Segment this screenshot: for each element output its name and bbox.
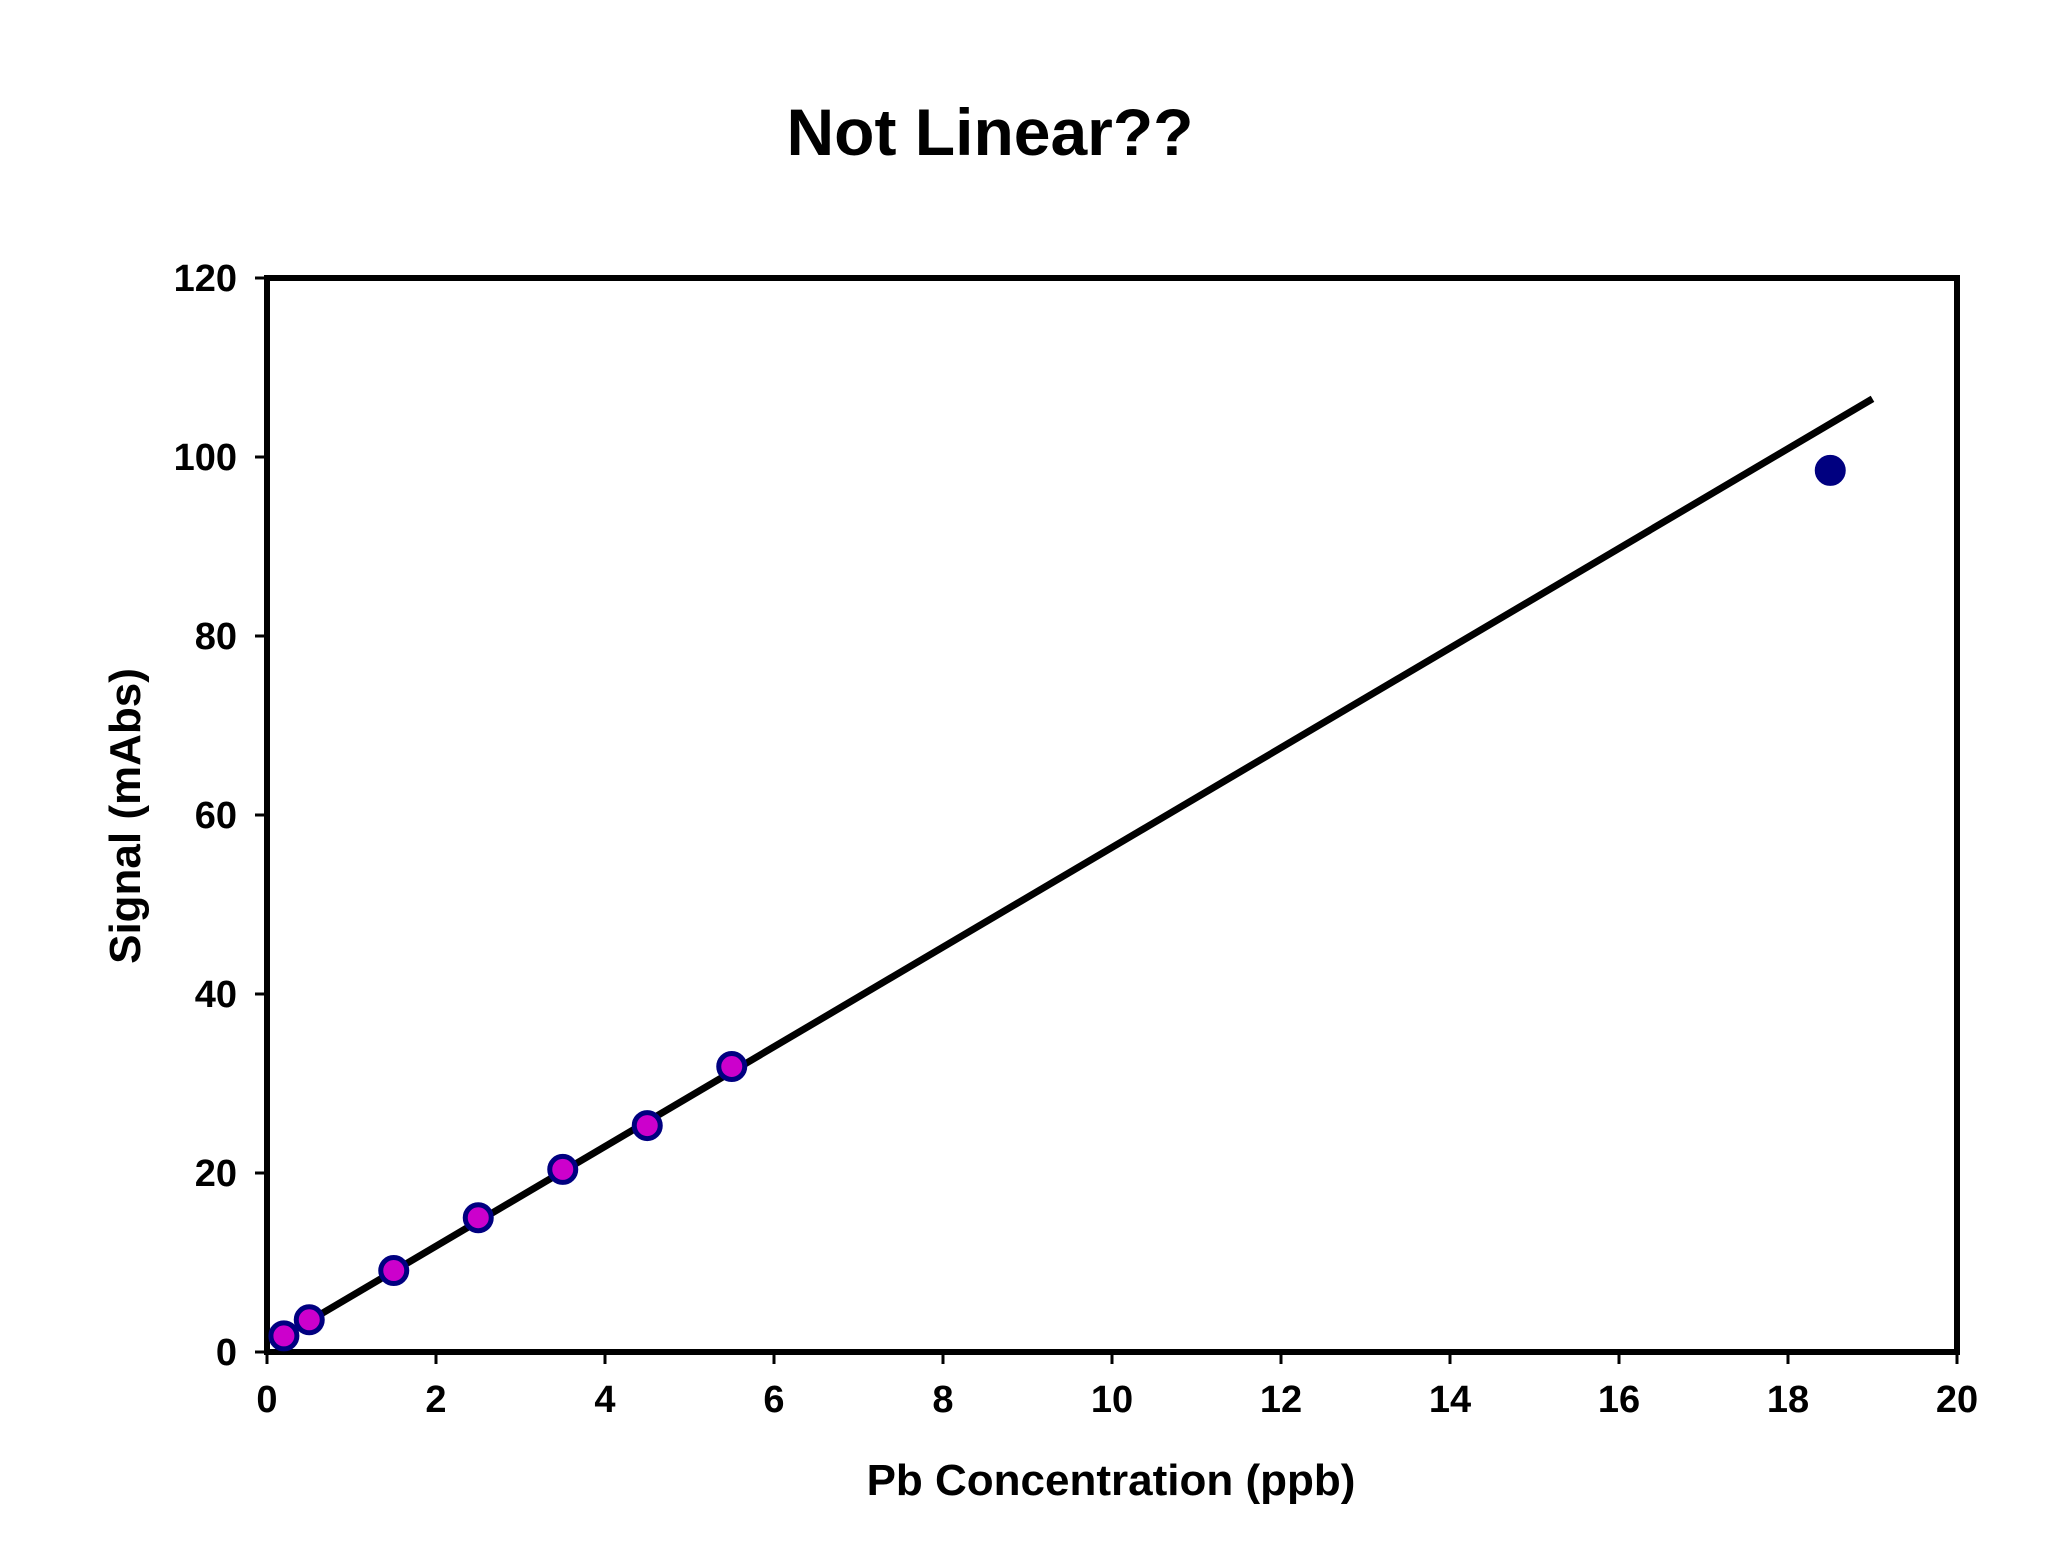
x-tick-label: 10 xyxy=(1091,1379,1133,1421)
x-tick-label: 14 xyxy=(1429,1379,1471,1421)
x-tick-label: 12 xyxy=(1260,1379,1302,1421)
x-tick-label: 4 xyxy=(594,1379,615,1421)
trendline xyxy=(282,395,1875,1339)
data-point xyxy=(547,1153,579,1185)
data-point xyxy=(268,1320,300,1352)
x-tick-label: 18 xyxy=(1767,1379,1809,1421)
data-point xyxy=(631,1110,663,1142)
y-tick-label: 120 xyxy=(174,258,237,300)
data-point xyxy=(293,1304,325,1336)
y-tick-label: 0 xyxy=(216,1332,237,1374)
data-point xyxy=(378,1255,410,1287)
x-tick-label: 20 xyxy=(1936,1379,1978,1421)
plot-frame xyxy=(264,275,1960,1355)
outlier-point xyxy=(1814,454,1846,486)
data-point xyxy=(716,1050,748,1082)
y-tick-label: 40 xyxy=(195,974,237,1016)
x-tick-label: 2 xyxy=(425,1379,446,1421)
x-tick-label: 0 xyxy=(256,1379,277,1421)
x-tick-label: 6 xyxy=(763,1379,784,1421)
x-tick-label: 8 xyxy=(932,1379,953,1421)
x-tick-label: 16 xyxy=(1598,1379,1640,1421)
chart-title: Not Linear?? xyxy=(787,95,1194,169)
y-tick-label: 100 xyxy=(174,437,237,479)
plot-area: 0 2 4 6 8 10 12 14 16 18 20 0 20 40 60 80 100 120 xyxy=(174,258,1979,1421)
y-tick-label: 80 xyxy=(195,616,237,658)
y-tick-label: 20 xyxy=(195,1153,237,1195)
y-axis-label: Signal (mAbs) xyxy=(101,668,150,964)
x-axis-label: Pb Concentration (ppb) xyxy=(867,1456,1356,1505)
y-tick-label: 60 xyxy=(195,795,237,837)
data-point xyxy=(462,1202,494,1234)
